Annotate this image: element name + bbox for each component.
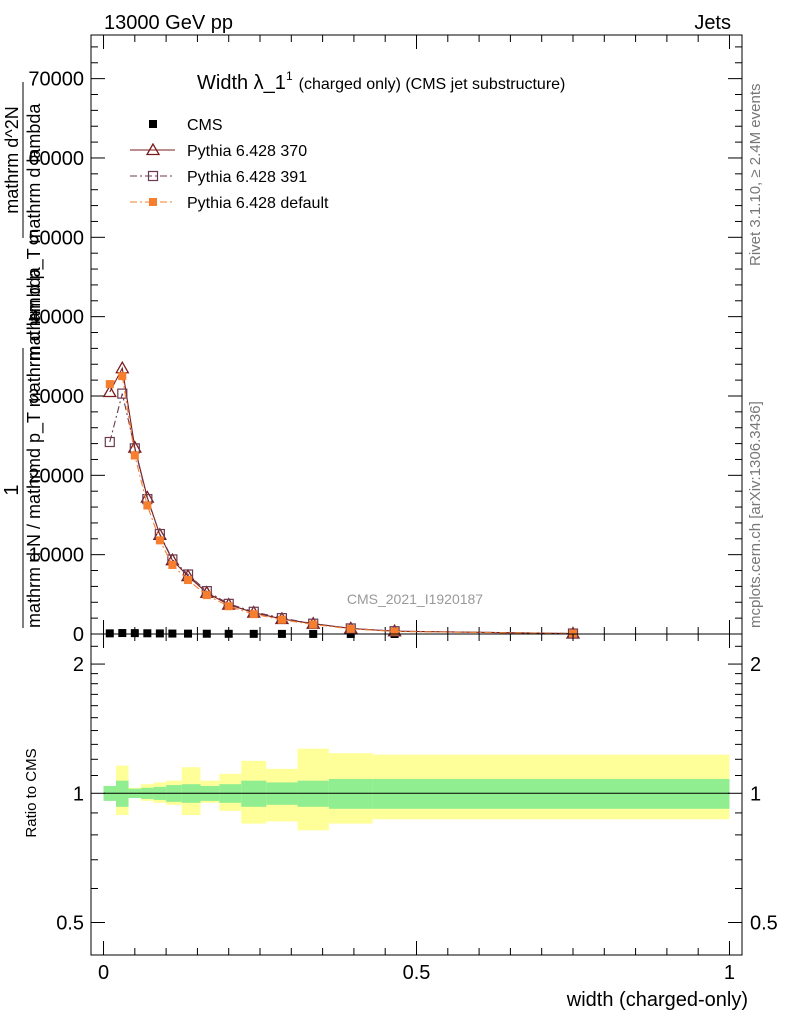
data-point [104,436,115,448]
y-label-denominator-2: mathrm d p_T mathrm d lambda [24,103,45,361]
data-point [309,620,318,629]
data-point [102,384,117,398]
data-point [277,615,286,624]
ratio-plot-frame [90,633,743,956]
main-y-tick-label: 50000 [28,227,84,249]
data-point [130,451,139,460]
data-point [143,501,152,510]
data-point [184,576,193,585]
legend-marker [149,198,157,206]
legend-marker [149,120,157,128]
analysis-watermark: CMS_2021_I1920187 [347,591,483,607]
main-y-tick-label: 20000 [28,465,84,487]
ratio-band-stat [372,778,730,809]
series-3 [105,372,577,638]
x-axis-label: width (charged-only) [566,989,748,1011]
plot-title-main: Width λ_11 (charged only) (CMS jet substr… [197,69,565,94]
data-point [155,536,164,545]
data-point [202,591,211,600]
series-2 [104,388,579,639]
ratio-tick-labels: 0.5 0.5 1 1 2 2 0 0.5 1 [56,654,778,984]
main-y-tick-label: 10000 [28,545,84,567]
legend-entry: Pythia 6.428 391 [130,169,307,186]
ratio-y-tick-label-right: 2 [750,654,761,676]
legend-entry: Pythia 6.428 default [130,195,329,212]
plot-title-subtitle: (charged only) (CMS jet substructure) [299,76,566,93]
data-point [346,624,355,633]
main-y-tick-labels: 0 10000 20000 30000 40000 50000 60000 70000 [28,69,84,646]
plot-title-text: Width λ_1 [197,72,286,94]
main-y-tick-label: 30000 [28,386,84,408]
header-right-label: Jets [694,12,731,34]
ratio-uncertainty-bands [103,748,730,831]
ratio-band-stat [328,778,373,809]
legend-label: CMS [187,117,223,134]
x-tick-label: 0.5 [403,962,431,984]
rivet-version-label: Rivet 3.1.10, ≥ 2.4M events [747,84,764,267]
data-point [224,602,233,611]
x-tick-label: 0 [98,962,109,984]
ratio-y-tick-label-right: 1 [750,783,761,805]
ratio-y-axis-label: Ratio to CMS [23,748,40,837]
x-tick-label: 1 [724,962,735,984]
legend-entry: CMS [149,117,223,134]
legend: CMS Pythia 6.428 370 Pythia 6.428 391 Pythi… [130,117,329,212]
data-point [118,372,127,381]
main-y-tick-label: 40000 [28,307,84,329]
ratio-plot: 0.5 0.5 1 1 2 2 0 0.5 1 [56,633,778,984]
data-point [117,388,128,399]
legend-marker [145,142,161,156]
plot-title: Width λ_11 (charged only) (CMS jet substr… [197,69,565,94]
legend-label: Pythia 6.428 default [187,195,329,212]
main-y-ticks [91,46,742,635]
data-point [118,629,127,638]
legend-label: Pythia 6.428 391 [187,169,307,186]
ratio-y-tick-label: 0.5 [56,912,84,934]
data-point [130,629,139,638]
ratio-ticks [91,634,742,955]
data-point [105,629,114,638]
data-point [105,380,114,389]
main-y-tick-label: 0 [73,624,84,646]
series-line [109,393,573,635]
data-point [390,627,399,636]
header-left-label: 13000 GeV pp [104,12,233,34]
main-y-axis-label: 1 mathrm d N / mathrmd p_T mathrm d lamb… [1,82,45,628]
ratio-y-tick-label-right: 0.5 [750,912,778,934]
data-point [143,629,152,638]
series-1 [102,360,581,639]
series-line [109,375,573,635]
legend-entry: Pythia 6.428 370 [130,142,307,160]
ratio-y-tick-label: 1 [73,783,84,805]
y-label-numerator-1: 1 [1,484,23,495]
legend-marker [147,170,159,182]
legend-label: Pythia 6.428 370 [187,143,307,160]
main-y-tick-label: 70000 [28,69,84,91]
data-point [155,629,164,638]
series-line [109,366,573,635]
plot-title-superscript: 1 [286,69,293,83]
main-y-tick-label: 60000 [28,148,84,170]
mcplots-label: mcplots.cern.ch [arXiv:1306.3436] [747,401,764,628]
ratio-y-tick-label: 2 [73,654,84,676]
main-plot: 0 10000 20000 30000 40000 50000 60000 70000 CMS… [28,34,743,646]
y-label-numerator-2: mathrm d^2N [2,106,22,213]
data-point [168,560,177,569]
main-series [102,360,581,639]
data-point [249,610,258,619]
y-label-denominator-1: mathrm d N / mathrmd p_T mathrm d lambda [24,266,45,628]
